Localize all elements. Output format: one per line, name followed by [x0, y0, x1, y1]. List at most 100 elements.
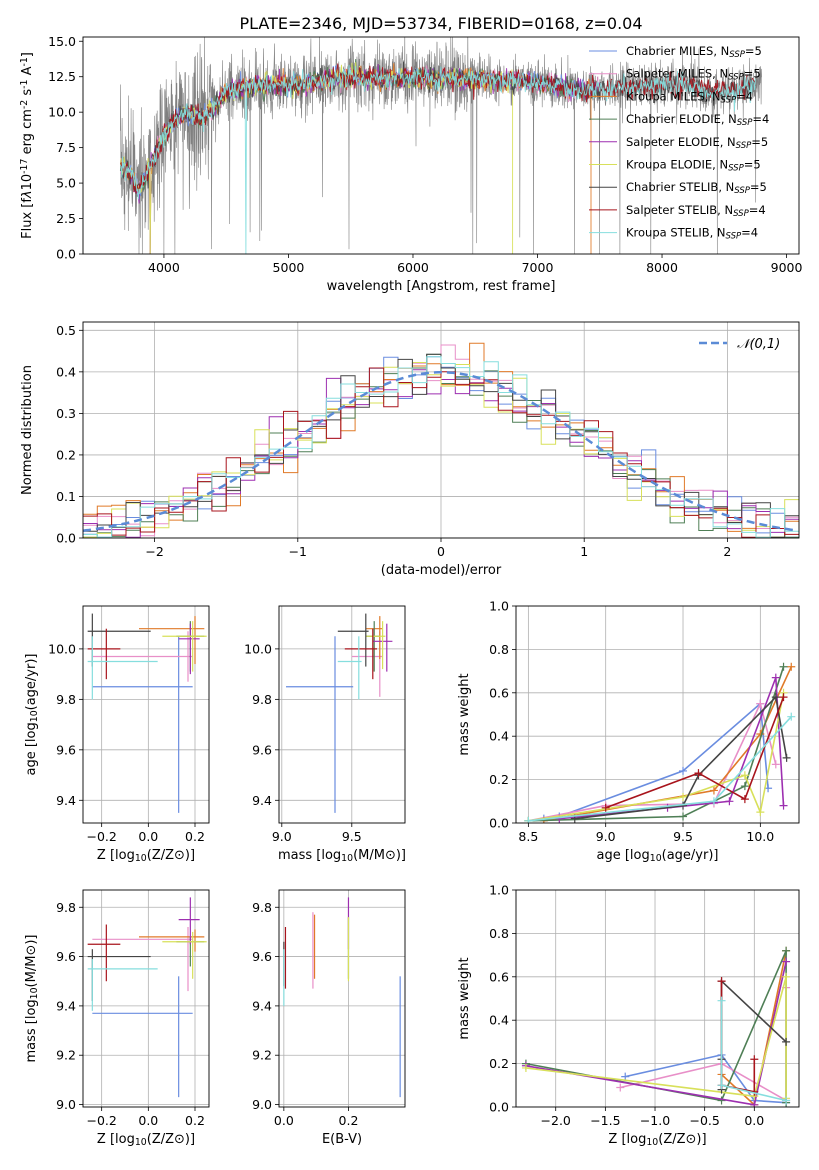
label-segment: )]: [696, 1132, 706, 1147]
age-vs-metallicity-panel: −0.2 0.0 0.29.49.69.810.0Z [log10(Z/Z⊙)]ag…: [24, 605, 210, 864]
legend-label-subscript: SSP: [728, 72, 744, 82]
mass-weight-marker: [524, 816, 533, 823]
label-segment: 𝒩(0,1): [737, 337, 780, 352]
y-tick-label: 9.0: [252, 1097, 272, 1112]
x-tick-label: 4000: [148, 260, 180, 275]
legend-label-subscript: SSP: [736, 141, 752, 151]
label-segment: A: [20, 66, 35, 79]
x-tick-label: 6000: [397, 260, 429, 275]
mass-weight-marker: [709, 786, 718, 795]
x-tick-label: 5000: [273, 260, 305, 275]
label-segment: (Z/Z: [147, 848, 174, 863]
x-tick-label: −0.2: [86, 1113, 116, 1128]
label-segment: 10: [650, 853, 662, 864]
y-tick-label: 12.5: [48, 69, 76, 84]
histogram-step-line: [83, 362, 799, 538]
label-segment: (Z/Z: [147, 1132, 174, 1147]
label-segment: age [log: [597, 848, 650, 863]
label-segment: ⊙: [174, 1132, 185, 1147]
label-segment: ⊙: [686, 1132, 697, 1147]
x-tick-label: 0.2: [185, 1113, 205, 1128]
x-axis-label: age [log10(age/yr)]: [597, 848, 719, 864]
x-tick-label: 8000: [646, 260, 678, 275]
mass-weight-marker: [521, 1063, 530, 1072]
x-tick-label: 9.0: [596, 829, 616, 844]
mass-weight-marker: [782, 957, 791, 966]
axes-frame: [82, 889, 210, 1108]
legend-label: Chabrier STELIB, NSSP=5: [626, 180, 767, 196]
y-tick-label: 10.0: [48, 105, 76, 120]
histogram-step-line: [83, 367, 799, 538]
mass-weight-marker: [750, 1100, 759, 1107]
mass-weight-marker: [771, 693, 780, 702]
legend-label-suffix: =4: [736, 89, 753, 103]
label-segment: (M/M: [353, 848, 385, 863]
mass-weight-marker: [750, 1055, 759, 1064]
mass-weight-marker: [709, 797, 718, 806]
legend-label-subscript: SSP: [734, 186, 750, 196]
label-segment: E(B-V): [322, 1132, 362, 1147]
legend-label-text: Kroupa MILES, N: [626, 89, 721, 103]
axes-frame: [82, 605, 210, 824]
legend-label-suffix: =5: [745, 44, 762, 58]
legend-label-text: Kroupa ELODIE, N: [626, 158, 728, 172]
legend-label: Salpeter ELODIE, NSSP=5: [626, 135, 768, 151]
y-tick-label: 0.0: [489, 816, 509, 831]
y-tick-label: 1.0: [489, 599, 509, 614]
legend-label-subscript: SSP: [729, 50, 745, 60]
label-segment: mass [log: [278, 848, 341, 863]
y-tick-label: 0.6: [489, 685, 509, 700]
plot-area: [516, 606, 799, 823]
mass-weight-marker: [616, 1083, 625, 1092]
y-tick-label: 0.6: [489, 969, 509, 984]
legend-label-subscript: SSP: [726, 231, 742, 241]
label-segment: -17: [19, 159, 30, 174]
legend-label-suffix: =5: [751, 135, 768, 149]
x-axis-label: Z [log10(Z/Z⊙)]: [97, 848, 195, 864]
mass-weight-line: [525, 950, 787, 1103]
y-tick-label: 9.2: [56, 1048, 76, 1063]
x-axis-label: (data-model)/error: [381, 563, 502, 578]
y-tick-label: 9.4: [252, 793, 272, 808]
legend-label: Salpeter STELIB, NSSP=4: [626, 203, 766, 219]
legend-label-text: Salpeter STELIB, N: [626, 203, 733, 217]
legend-label-text: Chabrier STELIB, N: [626, 180, 734, 194]
legend-label-text: Chabrier ELODIE, N: [626, 112, 737, 126]
y-tick-label: 10.0: [48, 641, 76, 656]
mass-weight-marker: [740, 771, 749, 780]
mass-weight-line: [525, 976, 787, 1099]
mass-vs-metallicity-panel: −0.2 0.0 0.29.09.29.49.69.8Z [log10(Z/Z⊙)]…: [24, 889, 210, 1148]
y-tick-label: 0.4: [489, 729, 509, 744]
y-tick-label: 0.5: [56, 323, 76, 338]
label-segment: erg cm: [20, 109, 35, 158]
label-segment: 10: [20, 174, 35, 191]
label-segment: Flux [f: [20, 198, 35, 239]
mass-weight-marker: [756, 699, 765, 708]
label-segment: age [log: [24, 722, 39, 775]
y-tick-label: 9.4: [252, 998, 272, 1013]
label-segment: s: [20, 89, 35, 100]
axes-frame: [82, 36, 800, 255]
label-segment: ⊙: [385, 848, 396, 863]
label-segment: 10: [135, 1137, 147, 1148]
legend-label-subscript: SSP: [733, 209, 749, 219]
plot-area: [279, 890, 405, 1107]
x-tick-label: 0.2: [185, 829, 205, 844]
y-axis-label: mass weight: [457, 957, 472, 1039]
x-axis-label: Z [log10(Z/Z⊙)]: [608, 1132, 706, 1148]
y-tick-label: 10.0: [244, 641, 272, 656]
mass-weight-marker: [782, 753, 791, 762]
plot-area: [279, 606, 405, 823]
label-segment: )]: [24, 934, 39, 944]
x-tick-label: 8.5: [518, 829, 538, 844]
y-tick-label: 9.0: [56, 1097, 76, 1112]
label-segment: Z [log: [608, 1132, 646, 1147]
mass-weight-marker: [725, 797, 734, 806]
legend-label-text: Salpeter MILES, N: [626, 67, 728, 81]
y-tick-label: 9.2: [252, 1048, 272, 1063]
y-tick-label: 9.6: [56, 949, 76, 964]
legend-label: Kroupa STELIB, NSSP=4: [626, 226, 758, 242]
model-spectrum-line: [120, 64, 756, 254]
legend-label-suffix: =4: [749, 203, 766, 217]
